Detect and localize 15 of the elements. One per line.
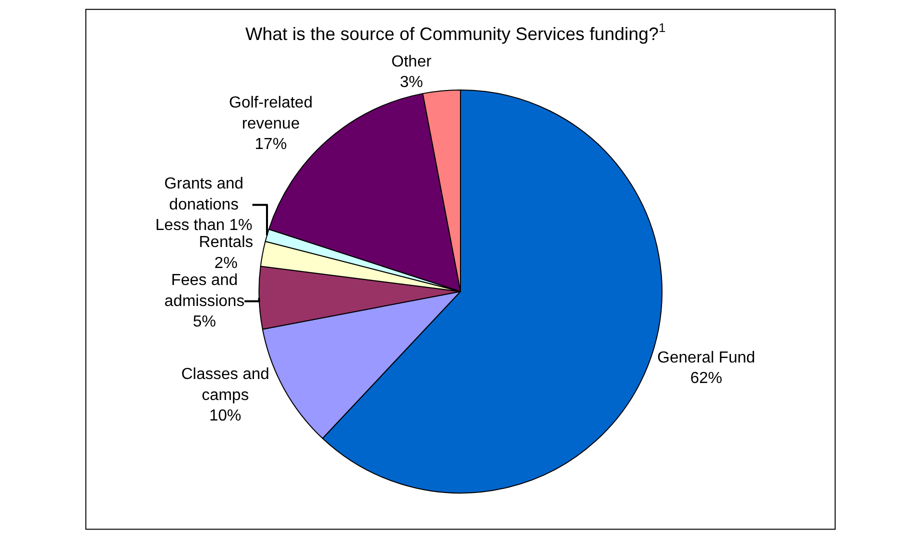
slice-label: Golf-related revenue: [229, 94, 313, 132]
data-label: 62%: [690, 370, 722, 388]
data-label: 10%: [209, 408, 242, 425]
data-label: Less than 1%: [155, 217, 252, 234]
slice-label: Fees and admissions: [164, 272, 244, 310]
slice-label: General Fund: [657, 349, 756, 366]
data-label: 3%: [400, 74, 423, 92]
slice-label: Rentals: [198, 234, 254, 252]
slice-label: Grants and donations: [164, 176, 244, 214]
slice-label: Other: [391, 53, 432, 70]
slice-label: Classes and camps: [181, 366, 270, 404]
data-label: 2%: [214, 254, 238, 272]
data-label: 17%: [254, 136, 287, 154]
data-label: 5%: [192, 314, 216, 331]
chart-title: What is the source of Community Services funding?$^{1}$: [245, 21, 666, 44]
